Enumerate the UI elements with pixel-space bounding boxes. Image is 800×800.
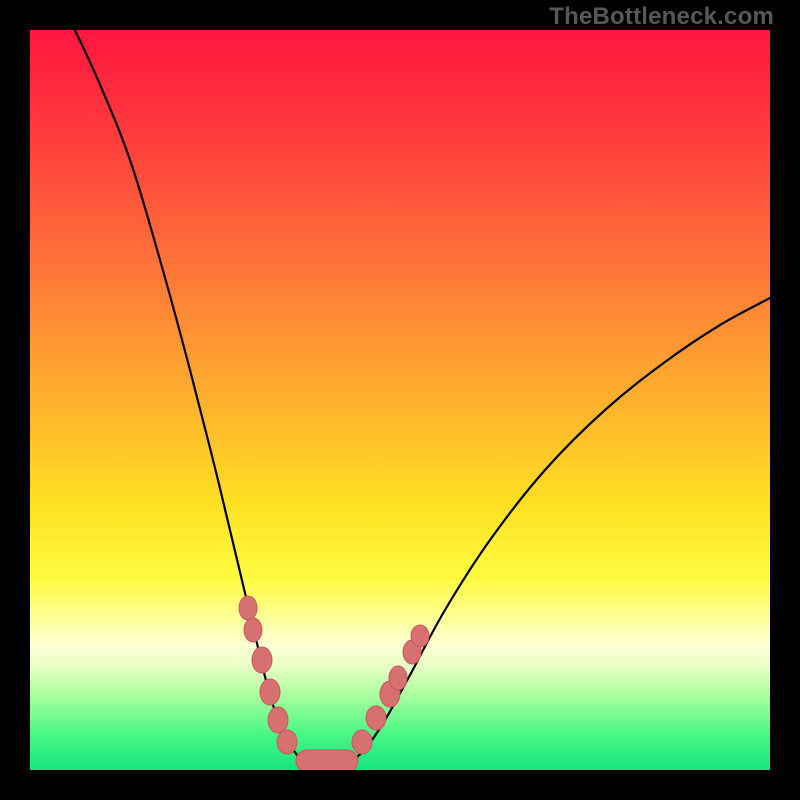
marker-dot [244,618,262,642]
marker-dot [268,707,288,733]
marker-dot [239,596,257,620]
chart-overlay [0,0,800,800]
marker-dot [411,625,429,647]
marker-dot [260,679,280,705]
curve-right [351,298,770,762]
marker-dot [277,730,297,754]
plot-root: TheBottleneck.com [0,0,800,800]
marker-dot [389,666,407,690]
marker-dot [252,647,272,673]
marker-dot [366,706,386,730]
marker-group [239,596,429,772]
marker-dot [352,730,372,754]
marker-valley-bar [296,750,358,772]
